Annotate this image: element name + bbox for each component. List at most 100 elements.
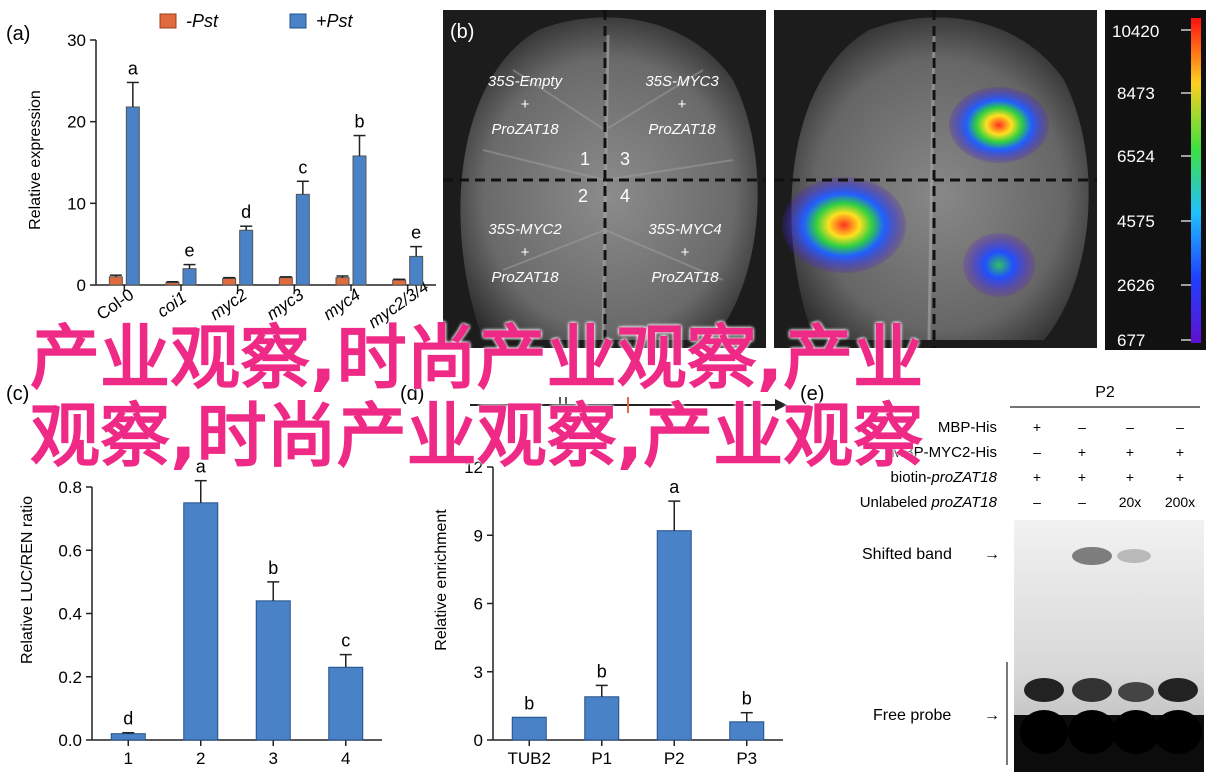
significance-letter: a xyxy=(128,58,139,78)
scale-tick-label: 677 xyxy=(1117,331,1145,350)
y-tick-label: 30 xyxy=(67,31,86,50)
emsa-row-label: biotin-proZAT18 xyxy=(891,469,998,486)
emsa-gel-image xyxy=(1014,520,1204,772)
quad-4-line2: + xyxy=(681,244,690,261)
y-tick-label: 0.6 xyxy=(58,541,82,560)
quad-2-line3: ProZAT18 xyxy=(648,121,716,138)
panel-c-letter: (c) xyxy=(6,383,29,405)
emsa-row-label: Unlabeled proZAT18 xyxy=(860,494,998,511)
leaf-luminescence-image xyxy=(774,10,1097,348)
panel-d-letter: (d) xyxy=(400,383,424,405)
y-tick-label: 0.8 xyxy=(58,478,82,497)
quad-4-line3: ProZAT18 xyxy=(651,269,719,286)
significance-letter: e xyxy=(184,241,194,261)
free-probe-label: Free probe xyxy=(873,707,951,724)
emsa-row-label: MBP-His xyxy=(938,419,997,436)
y-tick-label: 3 xyxy=(474,663,483,682)
quad-number-4: 4 xyxy=(620,186,630,206)
emsa-row-label-part: Unlabeled xyxy=(860,494,932,511)
y-tick-label: 9 xyxy=(474,526,483,545)
shifted-band-lane-2 xyxy=(1072,547,1112,565)
emsa-row-label: MBP-MYC2-His xyxy=(891,444,997,461)
quad-1-line2: + xyxy=(521,96,530,113)
x-tick-label: TUB2 xyxy=(508,749,551,768)
emsa-cell: – xyxy=(1078,494,1086,510)
quad-1-line1: 35S-Empty xyxy=(488,73,564,90)
panel-d-ylabel: Relative enrichment xyxy=(433,509,450,651)
panel-c-ylabel: Relative LUC/REN ratio xyxy=(19,496,36,664)
y-tick-label: 10 xyxy=(67,194,86,213)
x-tick-label: 4 xyxy=(341,749,350,768)
y-tick-label: 0 xyxy=(77,276,86,295)
significance-letter: b xyxy=(268,558,278,578)
quad-3-line3: ProZAT18 xyxy=(491,269,559,286)
watermark-line-1: 产业观察,时尚产业观察,产业 xyxy=(30,317,924,399)
watermark-line-2: 观察,时尚产业观察,产业观察 xyxy=(30,395,924,477)
y-tick-label: 0.2 xyxy=(58,668,82,687)
scale-tick-label: 8473 xyxy=(1117,84,1155,103)
emsa-cell: – xyxy=(1176,419,1184,435)
x-tick-label: 1 xyxy=(124,749,133,768)
bar xyxy=(511,716,547,741)
chart-c: 0.0 0.2 0.4 0.6 0.8 1 d 2 a 3 b 4 c xyxy=(58,457,382,768)
panel-e-letter: (e) xyxy=(800,383,824,405)
quad-number-2: 2 xyxy=(578,186,588,206)
significance-letter: b xyxy=(742,689,752,709)
quad-2-line2: + xyxy=(678,96,687,113)
emsa-cell: – xyxy=(1126,419,1134,435)
quad-1-line3: ProZAT18 xyxy=(491,121,559,138)
bar xyxy=(328,666,364,741)
quad-4-line1: 35S-MYC4 xyxy=(648,221,721,238)
emsa-cell: + xyxy=(1126,469,1134,485)
x-tick-label: P3 xyxy=(736,749,757,768)
emsa-cell: – xyxy=(1033,494,1041,510)
panel-b-letter: (b) xyxy=(450,21,474,43)
significance-letter: c xyxy=(341,631,350,651)
panel-a-ylabel: Relative expression xyxy=(27,90,44,230)
shifted-band-lane-3 xyxy=(1117,549,1151,563)
y-tick-label: 0.0 xyxy=(58,731,82,750)
emsa-row-label-part: proZAT18 xyxy=(930,494,997,511)
bar xyxy=(584,696,620,741)
scale-tick-label: 2626 xyxy=(1117,276,1155,295)
leaf-brightfield-image xyxy=(443,10,766,348)
bar xyxy=(656,530,692,741)
emsa-condition-table: MBP-His + – – – MBP-MYC2-His – + + + biotin-proZAT… xyxy=(860,419,1195,511)
panel-a-letter: (a) xyxy=(6,23,30,45)
significance-letter: d xyxy=(123,709,133,729)
emsa-cell: + xyxy=(1126,444,1134,460)
emsa-cell: 200x xyxy=(1165,494,1195,510)
quad-3-line1: 35S-MYC2 xyxy=(488,221,562,238)
scale-tick-label: 6524 xyxy=(1117,147,1155,166)
bar xyxy=(183,502,219,741)
scale-tick-label: 10420 xyxy=(1112,22,1159,41)
x-tick-label: 3 xyxy=(269,749,278,768)
y-tick-label: 6 xyxy=(474,595,483,614)
significance-letter: b xyxy=(524,693,534,713)
significance-letter: b xyxy=(597,661,607,681)
scale-gradient xyxy=(1191,18,1201,343)
significance-letter: a xyxy=(196,457,207,477)
legend-swatch-minus-pst xyxy=(159,13,177,29)
emsa-cell: + xyxy=(1176,444,1184,460)
y-tick-label: 20 xyxy=(67,113,86,132)
emsa-cell: 20x xyxy=(1119,494,1142,510)
promoter-arrow-head xyxy=(775,399,787,411)
emsa-probe-header: P2 xyxy=(1095,384,1115,401)
emsa-cell: + xyxy=(1033,419,1041,435)
quad-3-line2: + xyxy=(521,244,530,261)
quad-number-3: 3 xyxy=(620,149,630,169)
y-tick-label: 0 xyxy=(474,731,483,750)
significance-letter: c xyxy=(298,157,307,177)
watermark-overlay: 产业观察,时尚产业观察,产业 观察,时尚产业观察,产业观察 xyxy=(30,318,1190,476)
y-tick-label: 0.4 xyxy=(58,605,82,624)
emsa-cell: – xyxy=(1033,444,1041,460)
significance-letter: d xyxy=(241,202,251,222)
emsa-cell: + xyxy=(1176,469,1184,485)
legend-swatch-plus-pst xyxy=(289,13,307,29)
shifted-band-arrow: → xyxy=(984,546,1000,563)
shifted-band-label: Shifted band xyxy=(862,546,952,563)
emsa-cell: + xyxy=(1078,469,1086,485)
